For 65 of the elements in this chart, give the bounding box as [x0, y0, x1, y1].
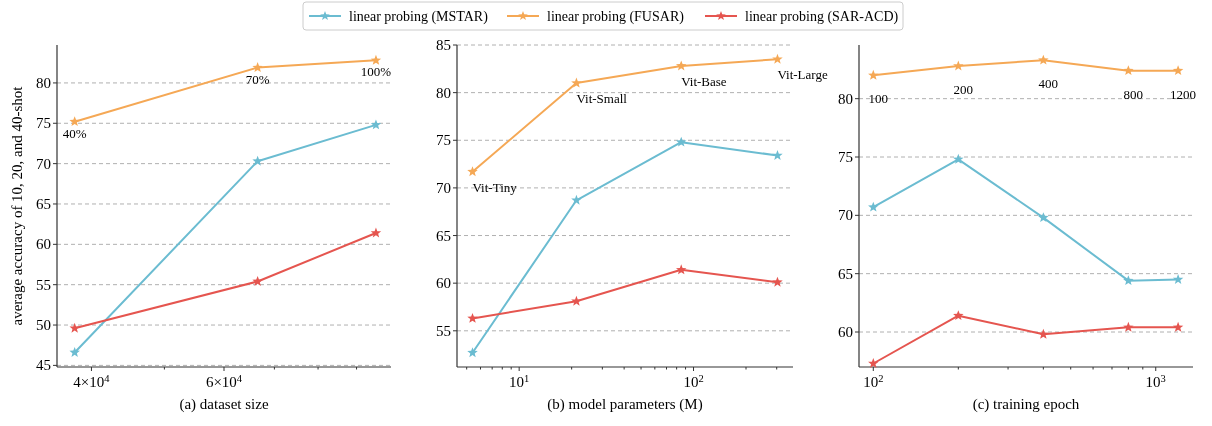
x-axis-title: (c) training epoch: [972, 396, 1080, 413]
annotation: 100: [868, 91, 889, 107]
x-tick-label: 10$^{2}$: [683, 372, 704, 390]
point: [868, 358, 879, 368]
annotation: 1200: [1170, 86, 1197, 102]
legend-label: linear probing (MSTAR): [349, 9, 489, 25]
point: [1123, 275, 1134, 286]
point: [868, 201, 879, 212]
y-tick-label: 70: [436, 179, 451, 196]
point: [868, 69, 879, 80]
y-tick-label: 60: [838, 324, 853, 340]
point: [953, 153, 964, 164]
y-tick-label: 65: [838, 265, 853, 282]
y-axis-title: average accuracy of 10, 20, and 40-shot: [9, 85, 25, 326]
x-axis-title: (b) model parameters (M): [547, 396, 703, 413]
y-tick-label: 55: [36, 276, 51, 293]
point: [675, 264, 687, 275]
x-tick-label: 4×10$^{4}$: [73, 372, 111, 390]
y-tick-label: 45: [36, 357, 51, 374]
y-tick-label: 55: [436, 322, 451, 339]
point: [1123, 321, 1134, 332]
y-tick-label: 65: [436, 227, 451, 244]
annotation: 70%: [245, 71, 270, 87]
y-tick-label: 80: [838, 90, 853, 107]
point: [675, 136, 687, 147]
annotation: 800: [1123, 86, 1144, 102]
x-axis-title: (a) dataset size: [179, 396, 269, 413]
annotation: Vit-Large: [777, 67, 828, 83]
y-tick-label: 60: [36, 236, 51, 253]
point: [571, 77, 582, 88]
annotation: 100%: [360, 64, 392, 80]
y-tick-label: 65: [36, 195, 51, 212]
annotation: Vit-Tiny: [472, 179, 518, 195]
annotation: 400: [1038, 76, 1059, 92]
point: [1038, 328, 1049, 339]
y-tick-label: 75: [436, 132, 451, 149]
point: [467, 347, 478, 358]
point: [1123, 65, 1134, 76]
y-tick-label: 70: [838, 207, 853, 224]
x-tick-label: 10$^{2}$: [863, 372, 884, 390]
y-tick-label: 70: [36, 155, 51, 172]
legend-label: linear probing (FUSAR): [547, 9, 685, 25]
y-tick-label: 85: [436, 37, 451, 53]
x-tick-label: 10$^{3}$: [1145, 372, 1166, 390]
annotation: Vit-Small: [576, 91, 628, 107]
point: [953, 310, 964, 321]
point: [467, 166, 478, 177]
annotation: Vit-Base: [681, 73, 727, 89]
x-tick-label: 10$^{1}$: [509, 372, 530, 390]
y-tick-label: 80: [36, 74, 51, 91]
x-tick-label: 6×10$^{4}$: [205, 372, 243, 390]
point: [1038, 212, 1049, 223]
legend-label: linear probing (SAR-ACD): [745, 9, 899, 25]
point: [571, 194, 582, 205]
y-tick-label: 80: [436, 84, 451, 101]
point: [675, 60, 687, 71]
point: [467, 312, 478, 323]
annotation: 200: [953, 82, 974, 97]
point: [953, 60, 964, 71]
y-tick-label: 50: [36, 317, 51, 334]
annotation: 40%: [62, 125, 87, 141]
y-tick-label: 75: [36, 115, 51, 132]
point: [1038, 54, 1049, 65]
y-tick-label: 75: [838, 149, 853, 165]
y-tick-label: 60: [436, 275, 451, 292]
